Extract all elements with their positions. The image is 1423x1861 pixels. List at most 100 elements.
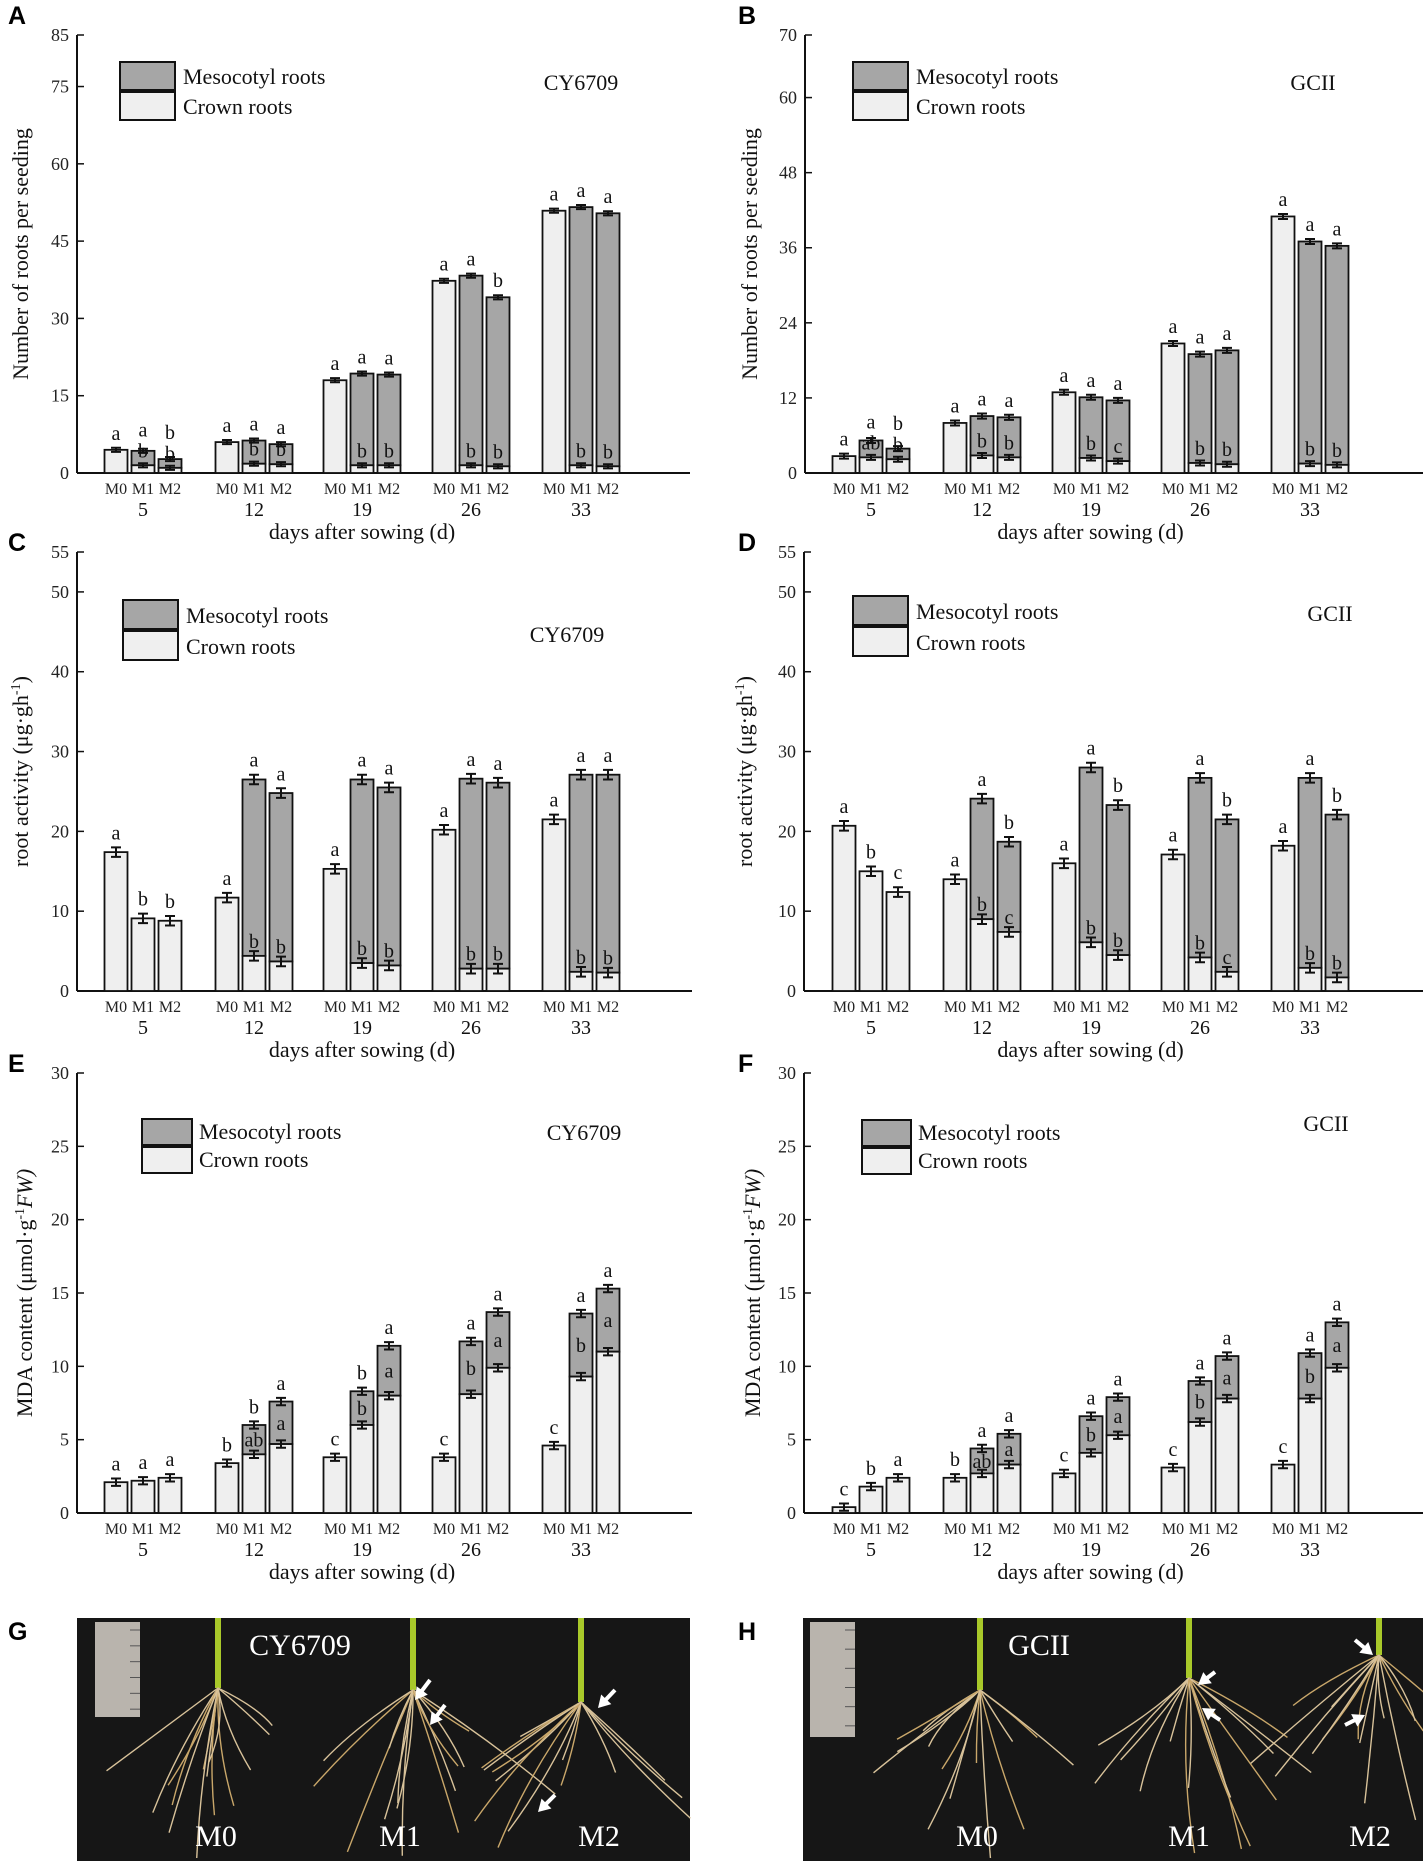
significance-letter: a (1114, 1368, 1123, 1390)
bar-crown (969, 918, 995, 992)
bar-mesocotyl (349, 778, 375, 964)
significance-letter-inner: b (1086, 917, 1096, 939)
ruler (95, 1622, 140, 1717)
legend-label-mesocotyl: Mesocotyl roots (916, 599, 1058, 624)
x-day-label: 12 (244, 1017, 264, 1039)
root (1139, 1677, 1190, 1792)
x-category-label: M1 (1080, 481, 1102, 498)
x-category-label: M2 (487, 1521, 509, 1538)
significance-letter-inner: a (604, 1310, 613, 1332)
significance-letter: a (840, 429, 849, 451)
x-day-label: 26 (461, 499, 481, 521)
root (1188, 1677, 1277, 1801)
root (1292, 1654, 1380, 1707)
y-tick-label: 70 (779, 25, 797, 45)
error-bar (1195, 1376, 1205, 1386)
x-category-label: M2 (270, 1521, 292, 1538)
y-tick-label: 0 (787, 1503, 796, 1523)
x-category-label: M1 (1299, 999, 1321, 1016)
significance-letter: a (1087, 1388, 1096, 1410)
bar-mesocotyl (595, 212, 621, 468)
bar-mesocotyl (376, 786, 402, 967)
y-tick-label: 10 (51, 1356, 69, 1376)
x-category-label: M2 (597, 481, 619, 498)
root (1359, 1654, 1380, 1744)
significance-letter: a (112, 822, 121, 844)
significance-letter-inner: b (576, 947, 586, 969)
x-category-label: M2 (998, 1521, 1020, 1538)
x-day-label: 26 (1190, 1539, 1210, 1561)
root (497, 1701, 582, 1848)
legend-swatch-crown (861, 1147, 912, 1175)
panel-letter: B (738, 2, 756, 30)
bar-mesocotyl (595, 773, 621, 974)
strain-label: CY6709 (547, 1120, 622, 1145)
significance-letter-inner: b (1305, 943, 1315, 965)
significance-letter: c (840, 1478, 849, 1500)
error-bar (603, 966, 613, 979)
x-category-label: M2 (597, 1521, 619, 1538)
significance-letter: a (1333, 218, 1342, 240)
x-day-label: 19 (1081, 499, 1101, 521)
y-tick-label: 50 (778, 582, 796, 602)
root (507, 1701, 582, 1832)
significance-letter: a (951, 849, 960, 871)
y-tick-label: 12 (779, 388, 797, 408)
error-bar (603, 768, 613, 781)
significance-letter: a (1279, 816, 1288, 838)
error-bar (1086, 1411, 1096, 1421)
treatment-label: M0 (195, 1820, 237, 1853)
significance-letter: a (467, 1313, 476, 1335)
arrow-head-icon (538, 1798, 552, 1812)
panel-letter: E (8, 1050, 25, 1078)
y-tick-label: 45 (51, 231, 69, 251)
legend-label-crown: Crown roots (916, 630, 1025, 655)
x-axis-title: days after sowing (d) (269, 1559, 455, 1584)
x-category-label: M0 (105, 481, 127, 498)
error-bar (384, 1341, 394, 1351)
error-bar (439, 823, 449, 836)
bar-mesocotyl (1297, 240, 1323, 465)
y-axis-title-sup: -1 (9, 683, 24, 695)
y-axis-title-sup: -1 (741, 1208, 756, 1220)
root (1169, 1677, 1190, 1742)
bar-crown (1270, 1463, 1296, 1514)
error-bar (977, 1468, 987, 1479)
root (388, 1689, 414, 1749)
arrow-head-icon (1359, 1641, 1373, 1655)
error-bar (1222, 460, 1232, 468)
y-axis-title-tail: FW) (740, 1169, 765, 1209)
x-day-label: 26 (1190, 1017, 1210, 1039)
x-day-label: 33 (1300, 1017, 1320, 1039)
x-category-label: M0 (216, 1521, 238, 1538)
error-bar (357, 462, 367, 469)
x-category-label: M1 (460, 1521, 482, 1538)
error-bar (866, 453, 876, 461)
error-bar (1086, 761, 1096, 774)
bar-crown (1051, 862, 1077, 992)
bar-mesocotyl (458, 777, 484, 970)
significance-letter: a (1060, 365, 1069, 387)
significance-letter-inner: a (1114, 1406, 1123, 1428)
significance-letter-inner: b (603, 948, 613, 970)
significance-letter: c (1169, 1439, 1178, 1461)
significance-letter: a (550, 184, 559, 206)
legend-swatch-mesocotyl (861, 1119, 912, 1147)
bar-mesocotyl (568, 773, 594, 973)
x-category-label: M0 (833, 1521, 855, 1538)
significance-letter: b (950, 1449, 960, 1471)
legend-swatch-mesocotyl (122, 599, 179, 630)
x-day-label: 33 (571, 499, 591, 521)
error-bar (893, 455, 903, 463)
root (412, 1689, 457, 1792)
error-bar (165, 914, 175, 927)
x-category-label: M1 (860, 999, 882, 1016)
root (580, 1701, 666, 1781)
root (979, 1689, 1074, 1766)
significance-letter-inner: a (494, 1330, 503, 1352)
legend-label-crown: Crown roots (199, 1147, 308, 1172)
bar-crown (1078, 1451, 1104, 1514)
legend-swatch-crown (122, 630, 179, 661)
error-bar (1305, 460, 1315, 468)
y-axis-title-text: root activity (μg·gh (8, 695, 33, 867)
